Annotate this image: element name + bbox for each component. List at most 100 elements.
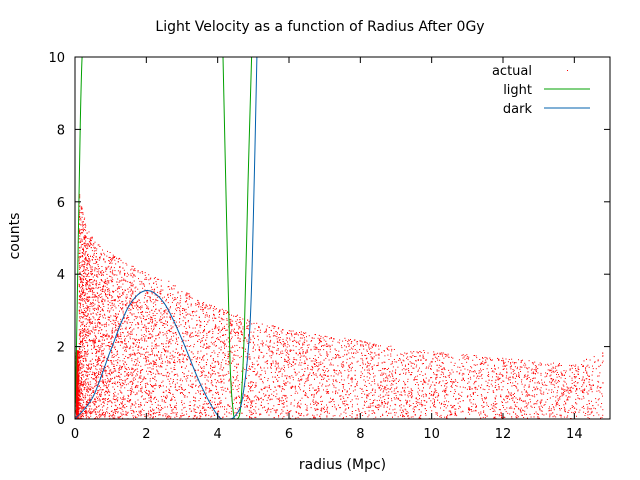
scatter-point bbox=[119, 328, 121, 330]
scatter-point bbox=[271, 393, 273, 395]
scatter-point bbox=[130, 288, 132, 290]
scatter-point bbox=[406, 352, 408, 354]
scatter-point bbox=[118, 299, 120, 301]
scatter-point bbox=[217, 372, 219, 374]
scatter-point bbox=[436, 374, 438, 376]
scatter-point bbox=[151, 349, 153, 351]
scatter-point bbox=[126, 322, 128, 324]
scatter-point bbox=[312, 360, 314, 362]
scatter-point bbox=[100, 271, 102, 273]
scatter-point bbox=[89, 287, 91, 289]
scatter-point bbox=[148, 400, 150, 402]
scatter-point bbox=[405, 412, 407, 414]
scatter-point bbox=[162, 380, 164, 382]
scatter-point bbox=[506, 407, 508, 409]
scatter-point bbox=[109, 310, 111, 312]
scatter-point bbox=[211, 401, 213, 403]
scatter-point bbox=[132, 368, 134, 369]
scatter-point bbox=[600, 406, 602, 408]
scatter-point bbox=[273, 342, 275, 344]
scatter-point bbox=[407, 378, 409, 380]
scatter-point bbox=[508, 376, 510, 378]
scatter-point bbox=[205, 392, 207, 394]
scatter-point bbox=[165, 351, 167, 353]
scatter-point bbox=[405, 383, 407, 385]
scatter-point bbox=[82, 270, 84, 272]
scatter-point bbox=[221, 308, 223, 310]
scatter-point bbox=[224, 343, 226, 345]
scatter-point bbox=[290, 402, 292, 404]
scatter-point bbox=[330, 364, 332, 366]
scatter-point bbox=[78, 388, 80, 390]
scatter-point bbox=[417, 391, 419, 393]
scatter-point bbox=[108, 341, 110, 343]
scatter-point bbox=[141, 334, 143, 336]
scatter-point bbox=[328, 392, 330, 394]
scatter-point bbox=[225, 310, 227, 312]
scatter-point bbox=[87, 391, 89, 393]
scatter-point bbox=[296, 411, 298, 413]
scatter-point bbox=[119, 382, 121, 383]
scatter-point bbox=[480, 375, 482, 377]
scatter-point bbox=[193, 410, 195, 412]
scatter-point bbox=[299, 359, 301, 361]
scatter-point bbox=[85, 298, 87, 300]
scatter-point bbox=[401, 354, 403, 355]
scatter-point bbox=[452, 371, 454, 373]
scatter-point bbox=[141, 381, 143, 382]
scatter-point bbox=[366, 349, 368, 351]
scatter-point bbox=[361, 393, 363, 394]
scatter-point bbox=[383, 395, 385, 397]
scatter-point bbox=[83, 238, 85, 240]
scatter-point bbox=[223, 319, 225, 321]
scatter-point bbox=[112, 300, 114, 301]
scatter-point bbox=[79, 389, 80, 391]
scatter-point bbox=[146, 305, 148, 307]
scatter-point bbox=[593, 356, 595, 358]
scatter-point bbox=[560, 414, 562, 416]
scatter-point bbox=[109, 291, 111, 293]
scatter-point bbox=[379, 389, 381, 391]
scatter-point bbox=[244, 400, 246, 402]
scatter-point bbox=[160, 409, 162, 411]
scatter-point bbox=[96, 376, 98, 378]
scatter-point bbox=[496, 413, 498, 415]
scatter-point bbox=[79, 390, 81, 392]
scatter-point bbox=[95, 308, 97, 310]
scatter-point bbox=[84, 237, 86, 239]
scatter-point bbox=[576, 382, 578, 384]
scatter-point bbox=[100, 252, 102, 254]
scatter-point bbox=[247, 382, 249, 384]
scatter-point bbox=[536, 371, 537, 373]
scatter-point bbox=[274, 335, 276, 337]
scatter-point bbox=[179, 295, 181, 297]
scatter-point bbox=[116, 361, 118, 363]
scatter-point bbox=[320, 335, 322, 337]
scatter-point bbox=[373, 400, 375, 401]
scatter-point bbox=[88, 383, 90, 385]
scatter-point bbox=[95, 366, 97, 368]
scatter-point bbox=[125, 343, 127, 345]
scatter-point bbox=[162, 348, 164, 350]
scatter-point bbox=[281, 367, 283, 369]
scatter-point bbox=[182, 310, 184, 311]
scatter-point bbox=[480, 362, 482, 364]
scatter-point bbox=[94, 274, 96, 276]
scatter-point bbox=[257, 371, 259, 373]
scatter-point bbox=[93, 246, 95, 248]
scatter-point bbox=[81, 414, 83, 416]
scatter-point bbox=[356, 341, 358, 342]
scatter-point bbox=[553, 367, 555, 369]
scatter-point bbox=[383, 405, 385, 407]
scatter-point bbox=[150, 325, 152, 327]
scatter-point bbox=[283, 343, 285, 345]
scatter-point bbox=[569, 387, 571, 389]
scatter-point bbox=[131, 404, 133, 406]
scatter-point bbox=[278, 339, 280, 341]
scatter-point bbox=[95, 287, 97, 289]
scatter-point bbox=[106, 411, 108, 413]
scatter-point bbox=[277, 328, 279, 330]
scatter-point bbox=[459, 406, 461, 408]
scatter-point bbox=[552, 383, 554, 385]
scatter-point bbox=[84, 235, 86, 237]
